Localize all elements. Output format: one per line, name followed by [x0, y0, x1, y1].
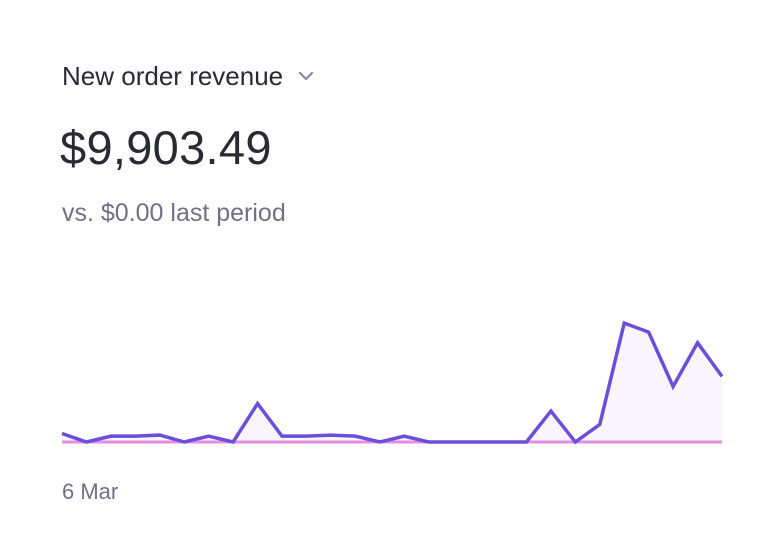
current-period-area	[62, 323, 722, 442]
data-point[interactable]	[108, 433, 114, 439]
data-point[interactable]	[523, 439, 529, 445]
data-point[interactable]	[450, 439, 456, 445]
comparison-text: vs. $0.00 last period	[62, 199, 286, 227]
data-point[interactable]	[157, 432, 163, 438]
data-point[interactable]	[328, 432, 334, 438]
data-point[interactable]	[206, 433, 212, 439]
revenue-chart	[59, 320, 725, 445]
data-point[interactable]	[475, 439, 481, 445]
data-point[interactable]	[670, 384, 676, 390]
data-point[interactable]	[597, 421, 603, 427]
current-period-line	[61, 320, 724, 445]
data-point[interactable]	[499, 439, 505, 445]
data-point[interactable]	[401, 433, 407, 439]
data-point[interactable]	[377, 439, 383, 445]
data-point[interactable]	[352, 433, 358, 439]
data-point[interactable]	[426, 439, 432, 445]
data-point[interactable]	[719, 373, 725, 379]
revenue-value: $9,903.49	[60, 121, 272, 174]
data-point[interactable]	[59, 430, 65, 436]
data-point[interactable]	[279, 433, 285, 439]
data-point[interactable]	[621, 320, 627, 326]
data-point[interactable]	[572, 439, 578, 445]
chevron-down-icon	[299, 71, 314, 81]
data-point[interactable]	[230, 439, 236, 445]
data-point[interactable]	[255, 401, 261, 407]
metric-title: New order revenue	[62, 61, 284, 91]
data-point[interactable]	[132, 433, 138, 439]
metric-selector-dropdown[interactable]: New order revenue	[62, 58, 315, 94]
data-point[interactable]	[548, 408, 554, 414]
data-point[interactable]	[695, 340, 701, 346]
data-point[interactable]	[303, 433, 309, 439]
x-tick-label: 6 Mar	[62, 479, 119, 504]
data-point[interactable]	[83, 439, 89, 445]
data-point[interactable]	[181, 439, 187, 445]
data-point[interactable]	[646, 329, 652, 335]
